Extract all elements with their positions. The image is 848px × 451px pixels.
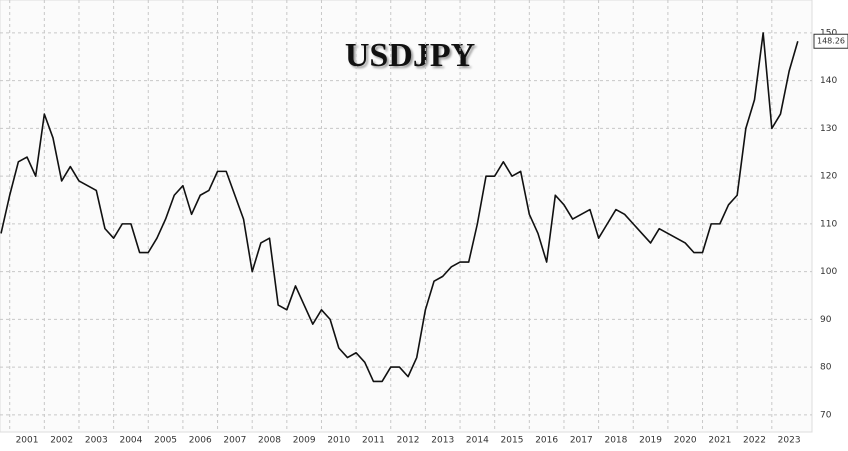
y-tick-label: 140 (820, 76, 837, 86)
y-tick-label: 130 (820, 124, 837, 134)
y-tick-label: 90 (820, 315, 832, 325)
y-tick-label: 100 (820, 267, 837, 277)
plot-area (0, 0, 813, 433)
x-tick-label: 2017 (570, 436, 593, 446)
x-tick-label: 2008 (258, 436, 281, 446)
x-tick-label: 2005 (154, 436, 177, 446)
x-tick-label: 2020 (674, 436, 697, 446)
x-tick-label: 2022 (743, 436, 766, 446)
x-tick-label: 2002 (50, 436, 73, 446)
x-tick-label: 2001 (16, 436, 39, 446)
y-tick-label: 70 (820, 410, 832, 420)
y-tick-label: 80 (820, 363, 832, 373)
x-tick-label: 2021 (708, 436, 731, 446)
x-tick-label: 2014 (466, 436, 489, 446)
x-tick-label: 2003 (85, 436, 108, 446)
last-value-box (813, 33, 848, 49)
x-tick-label: 2016 (535, 436, 558, 446)
x-tick-label: 2015 (501, 436, 524, 446)
x-tick-label: 2018 (604, 436, 627, 446)
chart-title: USDJPY (345, 37, 475, 74)
x-tick-label: 2023 (778, 436, 801, 446)
y-tick-label: 120 (820, 172, 837, 182)
x-tick-label: 2006 (189, 436, 212, 446)
x-tick-label: 2013 (431, 436, 454, 446)
y-tick-label: 110 (820, 219, 837, 229)
x-tick-label: 2012 (397, 436, 420, 446)
x-tick-label: 2010 (327, 436, 350, 446)
price-line (0, 32, 799, 383)
x-tick-label: 2019 (639, 436, 662, 446)
x-tick-label: 2011 (362, 436, 385, 446)
y-tick-label: 150 (820, 28, 837, 38)
last-value-label: 148.26 (817, 37, 845, 46)
x-tick-label: 2007 (223, 436, 246, 446)
x-tick-label: 2004 (119, 436, 142, 446)
x-tick-label: 2009 (293, 436, 316, 446)
